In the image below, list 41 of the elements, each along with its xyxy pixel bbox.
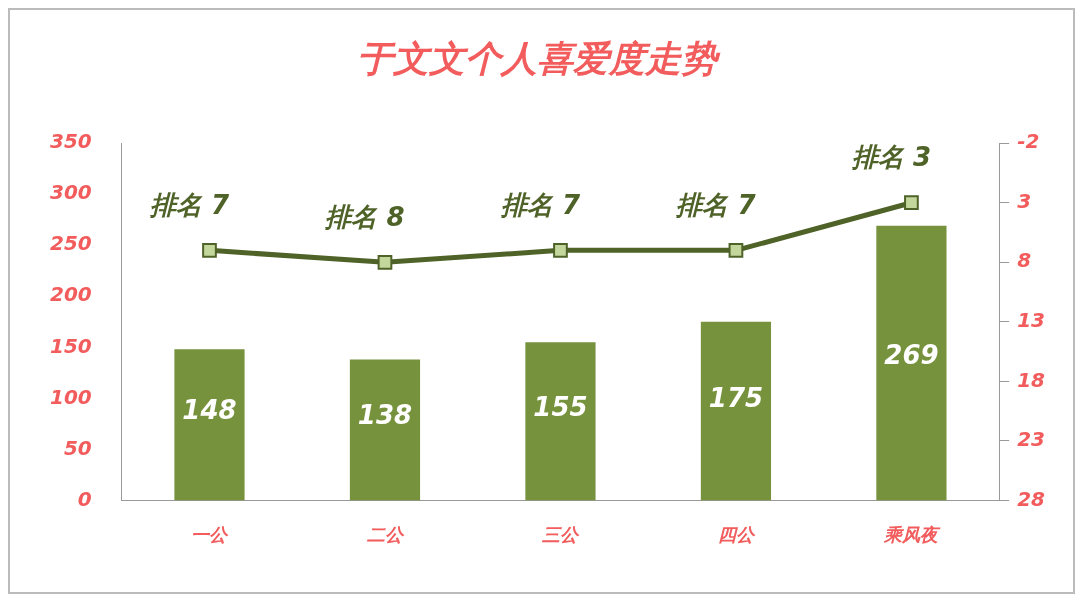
y2-tick-label: 28	[1017, 486, 1046, 511]
y-tick-label: 250	[50, 231, 92, 256]
x-tick-label: 一公	[191, 523, 230, 545]
point	[904, 195, 919, 211]
y2-tick-label: 8	[1017, 248, 1032, 273]
y-tick-label: 0	[77, 486, 92, 511]
chart-title: 于文文个人喜爱度走势	[356, 37, 721, 79]
bar	[876, 225, 947, 501]
point	[377, 254, 393, 270]
y-tick-label: 200	[50, 282, 92, 307]
data-label: 269	[884, 339, 939, 370]
data-label: 排名 3	[850, 142, 931, 173]
data-label: 排名 7	[148, 190, 230, 221]
data-label: 排名 8	[324, 202, 405, 233]
point	[553, 243, 568, 258]
bar	[174, 349, 245, 501]
bar	[349, 359, 421, 501]
data-label: 155	[533, 391, 588, 422]
y-tick-label: 300	[50, 180, 92, 205]
data-label: 排名 7	[675, 190, 757, 221]
point	[728, 243, 744, 258]
bar	[700, 321, 772, 501]
y-tick-label: 350	[50, 129, 92, 154]
y2-tick-label: -2	[1017, 129, 1040, 154]
bar	[525, 342, 596, 501]
data-label: 138	[357, 399, 413, 430]
y2-tick-label: 13	[1017, 308, 1046, 332]
y2-tick-label: 18	[1017, 367, 1046, 392]
x-tick-label: 乘风夜	[883, 523, 942, 545]
y-tick-label: 150	[50, 333, 92, 358]
data-label: 排名 7	[499, 190, 581, 221]
point	[202, 243, 217, 258]
data-label: 175	[708, 382, 764, 413]
x-tick-label: 三公	[541, 523, 581, 545]
x-tick-label: 四公	[717, 523, 756, 545]
y-tick-label: 50	[63, 435, 92, 460]
y2-tick-label: 3	[1017, 188, 1032, 213]
data-label: 148	[182, 395, 237, 426]
x-tick-label: 二公	[365, 523, 405, 545]
y2-tick-label: 23	[1017, 427, 1046, 452]
y-tick-label: 100	[50, 384, 92, 409]
